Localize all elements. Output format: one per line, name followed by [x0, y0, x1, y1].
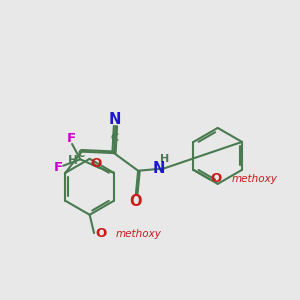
Text: H: H	[160, 154, 169, 164]
Text: C: C	[77, 149, 85, 159]
Text: methoxy: methoxy	[232, 174, 278, 184]
Text: O: O	[211, 172, 222, 185]
Text: C: C	[111, 134, 119, 143]
Text: O: O	[90, 157, 101, 170]
Text: F: F	[53, 161, 62, 174]
Text: F: F	[67, 132, 76, 145]
Text: H: H	[68, 154, 78, 167]
Text: methoxy: methoxy	[116, 229, 162, 238]
Text: O: O	[129, 194, 141, 209]
Text: N: N	[153, 161, 165, 176]
Text: O: O	[95, 227, 106, 240]
Text: N: N	[109, 112, 121, 127]
